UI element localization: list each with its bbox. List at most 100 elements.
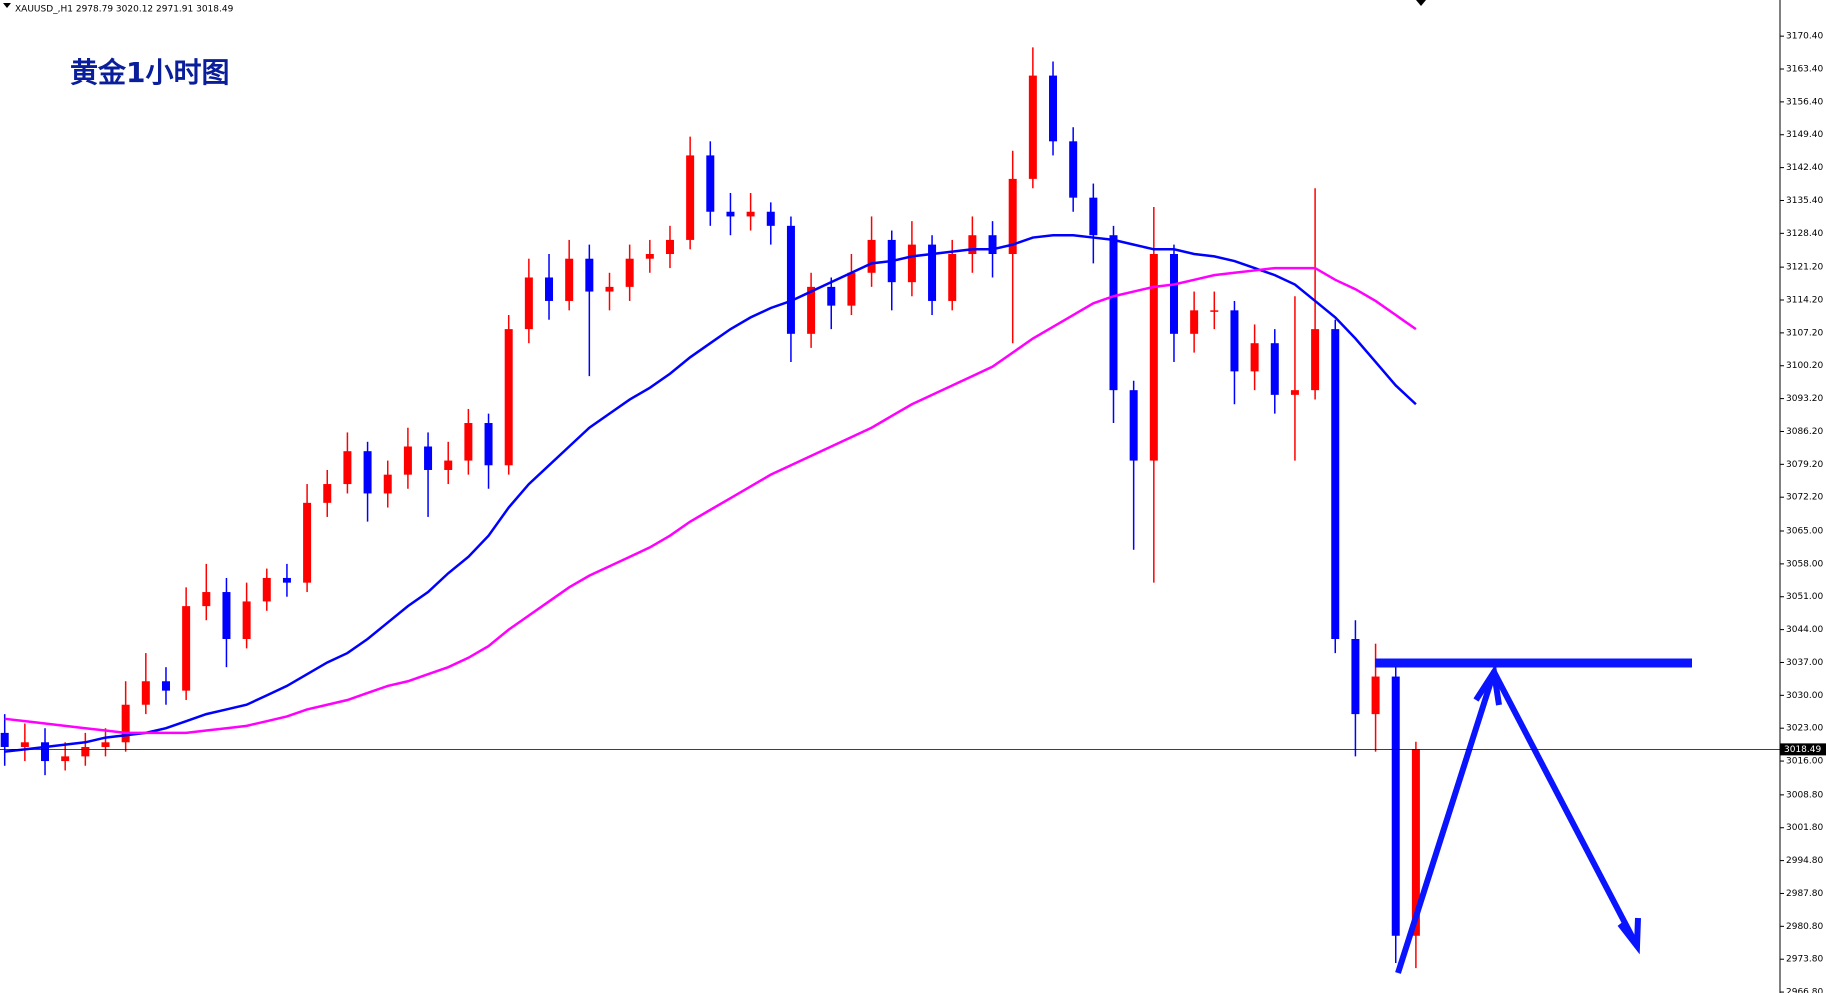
candle-body — [403, 446, 412, 475]
y-tick-label: 2973.80 — [1786, 955, 1823, 965]
candle-body — [786, 225, 795, 334]
candle-body — [1230, 310, 1239, 372]
candle-body — [1210, 310, 1219, 312]
candle-body — [222, 592, 231, 639]
y-tick-label: 3079.20 — [1786, 460, 1823, 470]
candle-body — [645, 254, 654, 259]
y-tick-label: 3156.40 — [1786, 97, 1823, 107]
candle-body — [1028, 75, 1037, 179]
candle-body — [726, 211, 735, 217]
moving-average — [4, 233, 1417, 753]
candle-body — [565, 258, 574, 301]
candle-body — [867, 239, 876, 273]
candle-body — [1351, 638, 1360, 715]
candle-body — [807, 286, 816, 334]
candle-body — [1331, 329, 1340, 639]
candle-body — [1190, 310, 1199, 334]
candle-body — [524, 277, 533, 330]
y-tick-label: 3072.20 — [1786, 493, 1823, 503]
candle-body — [706, 155, 715, 212]
candle-body — [101, 742, 110, 747]
candle-body — [323, 484, 332, 503]
y-tick-label: 2994.80 — [1786, 856, 1823, 866]
candle-body — [746, 211, 755, 217]
candle-body — [61, 756, 70, 762]
y-tick-label: 3093.20 — [1786, 394, 1823, 404]
candle-body — [1149, 254, 1158, 461]
price-label: 3018.49 — [1784, 745, 1821, 755]
candle-body — [1311, 329, 1320, 391]
y-tick-label: 2987.80 — [1786, 889, 1823, 899]
candle-body — [81, 746, 90, 757]
candle-body — [504, 329, 513, 466]
candle-body — [928, 244, 937, 301]
candle-body — [1109, 235, 1118, 391]
y-tick-label: 3121.20 — [1786, 263, 1823, 273]
y-tick-label: 3001.80 — [1786, 823, 1823, 833]
candle-body — [1290, 390, 1299, 395]
candle-body — [1411, 749, 1420, 936]
y-tick-label: 3030.00 — [1786, 691, 1823, 701]
y-tick-label: 3023.00 — [1786, 724, 1823, 734]
y-tick-label: 3170.40 — [1786, 32, 1823, 42]
y-tick-label: 3149.40 — [1786, 130, 1823, 140]
y-tick-label: 3086.20 — [1786, 427, 1823, 437]
candle-body — [383, 474, 392, 494]
candle-body — [968, 235, 977, 255]
candle-body — [242, 601, 251, 639]
candle-body — [1391, 676, 1400, 936]
candle-body — [686, 155, 695, 240]
candle-body — [847, 272, 856, 306]
candle-body — [665, 239, 674, 255]
annotations — [1375, 658, 1692, 974]
candle-body — [141, 681, 150, 705]
candle-body — [907, 244, 916, 283]
candle-body — [545, 277, 554, 301]
candle-body — [161, 681, 170, 691]
y-tick-label: 3107.20 — [1786, 328, 1823, 338]
y-tick-label: 3128.40 — [1786, 229, 1823, 239]
y-tick-label: 3135.40 — [1786, 196, 1823, 206]
y-tick-label: 3044.00 — [1786, 625, 1823, 635]
candle-body — [1069, 141, 1078, 198]
y-tick-label: 3114.20 — [1786, 296, 1823, 306]
candle-body — [444, 460, 453, 470]
candle-body — [585, 258, 594, 292]
y-tick-label: 3100.20 — [1786, 361, 1823, 371]
candle-body — [605, 286, 614, 292]
y-tick-label: 2966.80 — [1786, 988, 1823, 993]
candle-body — [424, 446, 433, 470]
arrow-head — [1473, 663, 1502, 706]
candle-body — [363, 451, 372, 494]
candle-body — [1169, 254, 1178, 334]
candle-body — [766, 211, 775, 226]
price-box — [1780, 743, 1826, 756]
candle-body — [1049, 75, 1058, 142]
moving-average — [4, 266, 1417, 735]
candle-body — [484, 423, 493, 466]
y-tick-label: 3163.40 — [1786, 65, 1823, 75]
header: XAUUSD_,H1 2978.79 3020.12 2971.91 3018.… — [15, 5, 234, 15]
y-tick-label: 3016.00 — [1786, 757, 1823, 767]
arrow-head — [1617, 917, 1641, 955]
menu-triangle — [3, 3, 11, 8]
y-tick-label: 3008.80 — [1786, 790, 1823, 800]
candle-body — [0, 732, 9, 747]
candle-body — [1250, 343, 1259, 372]
candle-body — [1270, 343, 1279, 395]
candle-body — [182, 606, 191, 691]
candle-body — [988, 235, 997, 255]
candle-body — [41, 742, 50, 762]
y-tick-label: 3037.00 — [1786, 658, 1823, 668]
candle-body — [202, 592, 211, 607]
candle-body — [262, 577, 271, 602]
candle-body — [1371, 676, 1380, 715]
candle-body — [343, 451, 352, 485]
candle-body — [20, 742, 29, 747]
y-tick-label: 3065.00 — [1786, 527, 1823, 537]
y-tick-label: 3142.40 — [1786, 163, 1823, 173]
candle-body — [948, 254, 957, 301]
